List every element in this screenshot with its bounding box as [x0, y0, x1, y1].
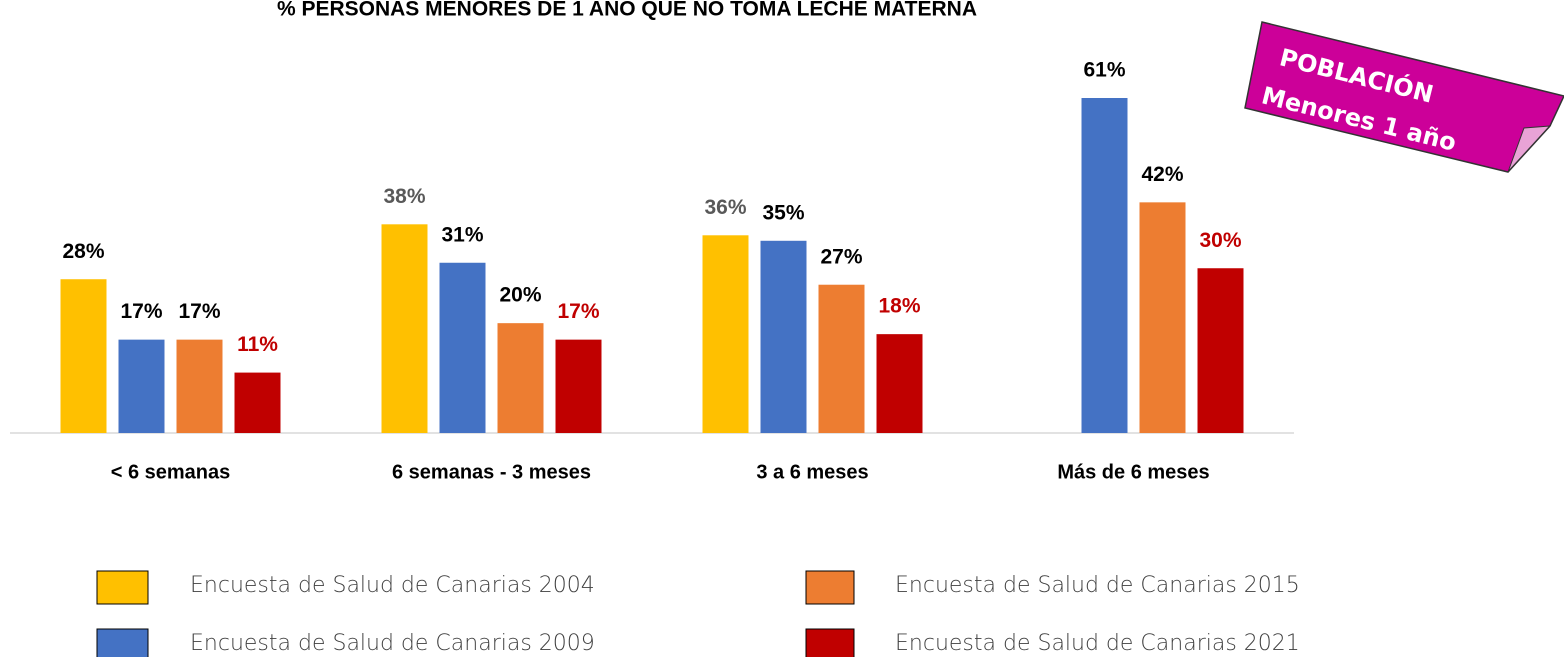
bar — [439, 262, 486, 433]
data-label: 17% — [120, 300, 162, 323]
bar — [118, 339, 165, 433]
data-label: 20% — [499, 284, 541, 307]
bar — [176, 339, 223, 433]
bar — [702, 235, 749, 433]
badge-shape — [1245, 22, 1564, 172]
data-label: 11% — [237, 333, 278, 356]
legend-label: Encuesta de Salud de Canarias 2015 — [895, 573, 1300, 598]
data-label: 61% — [1083, 59, 1125, 82]
x-tick-label: 3 a 6 meses — [756, 461, 868, 483]
data-label: 28% — [62, 240, 104, 263]
bar — [555, 339, 602, 433]
data-label: 35% — [762, 201, 804, 224]
legend-swatch — [96, 628, 149, 657]
bar — [1197, 268, 1244, 433]
data-label: 36% — [704, 196, 746, 219]
data-label: 17% — [178, 300, 220, 323]
x-tick-label: 6 semanas - 3 meses — [392, 461, 591, 483]
badge: POBLACIÓN Menores 1 año — [1244, 21, 1564, 173]
bar — [60, 279, 107, 433]
legend-label: Encuesta de Salud de Canarias 2021 — [895, 631, 1300, 656]
data-label: 31% — [441, 223, 483, 246]
legend-swatch — [805, 570, 855, 605]
bar — [1139, 202, 1186, 433]
badge-border — [1244, 21, 1564, 173]
x-tick-label: < 6 semanas — [111, 461, 231, 483]
data-label: 30% — [1199, 229, 1241, 252]
x-tick-label: Más de 6 meses — [1057, 461, 1209, 483]
bar — [497, 323, 544, 433]
bar — [234, 372, 281, 433]
legend-swatch — [805, 628, 855, 657]
bar — [1081, 98, 1128, 433]
bar — [381, 224, 428, 433]
bar — [818, 284, 865, 433]
data-label: 27% — [820, 245, 862, 268]
bar — [876, 334, 923, 433]
legend-label: Encuesta de Salud de Canarias 2009 — [190, 631, 595, 656]
data-label: 18% — [878, 295, 920, 318]
bar — [760, 240, 807, 433]
data-label: 38% — [383, 185, 425, 208]
data-label: 17% — [557, 300, 599, 323]
legend-label: Encuesta de Salud de Canarias 2004 — [190, 573, 595, 598]
data-label: 42% — [1141, 163, 1183, 186]
legend-swatch — [96, 570, 149, 605]
chart-title: % PERSONAS MENORES DE 1 AÑO QUE NO TOMA … — [277, 0, 977, 21]
